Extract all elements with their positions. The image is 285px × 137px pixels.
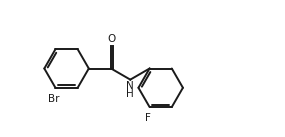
- Text: Br: Br: [48, 94, 60, 104]
- Text: F: F: [145, 113, 151, 123]
- Text: H: H: [127, 89, 134, 99]
- Text: N: N: [127, 81, 134, 91]
- Text: O: O: [107, 34, 115, 44]
